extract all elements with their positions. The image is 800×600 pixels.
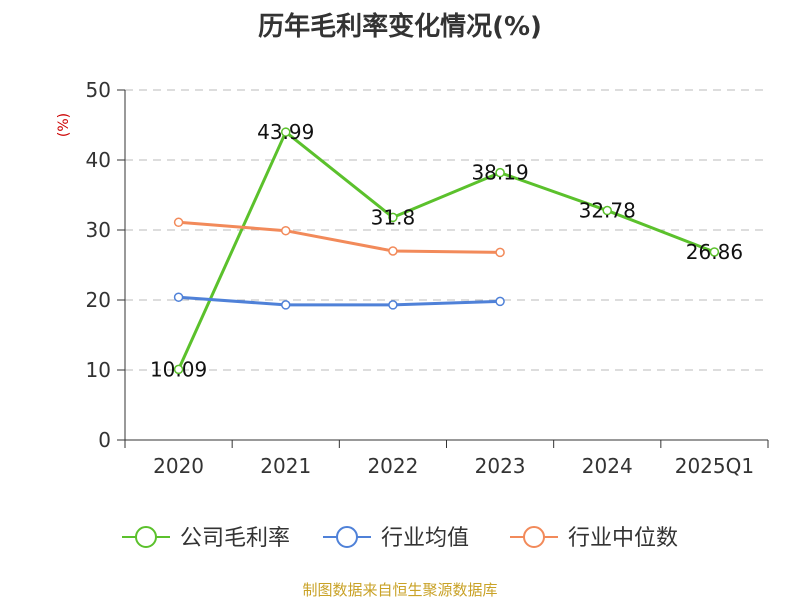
legend: 公司毛利率 行业均值 行业中位数	[122, 526, 678, 551]
source-note: 制图数据来自恒生聚源数据库	[302, 581, 498, 599]
series-lines	[173, 127, 720, 375]
data-point	[281, 225, 291, 236]
legend-marker-icon	[523, 526, 545, 548]
y-tick-label: 0	[98, 428, 111, 452]
data-point	[388, 300, 398, 310]
y-tick-label: 50	[86, 78, 111, 102]
x-tick-label: 2025Q1	[675, 454, 754, 478]
x-tick-label: 2023	[475, 454, 526, 478]
data-point	[602, 205, 612, 216]
legend-marker-icon	[135, 526, 157, 548]
data-point	[173, 217, 184, 228]
x-tick-label: 2022	[367, 454, 418, 478]
series-line-1	[178, 295, 501, 307]
data-point	[388, 212, 398, 223]
data-point	[173, 364, 184, 375]
data-label: 26.86	[686, 240, 743, 264]
series-line-0	[177, 130, 715, 370]
data-point	[388, 246, 398, 256]
legend-marker-icon	[336, 526, 358, 548]
chart-title: 历年毛利率变化情况(%)	[258, 12, 542, 42]
data-point	[281, 300, 291, 310]
data-label: 43.99	[257, 120, 314, 144]
data-label: 38.19	[471, 161, 528, 185]
axes: 0 10 20 30 40 50 (%) 2020 2021 2022 2023 2024 2025Q1	[56, 78, 769, 478]
legend-label: 行业均值	[381, 526, 469, 551]
legend-label: 行业中位数	[568, 526, 678, 551]
data-label: 31.8	[371, 205, 416, 229]
y-axis-label: (%)	[56, 113, 72, 137]
legend-item: 公司毛利率	[122, 526, 290, 551]
data-point	[495, 247, 505, 258]
y-tick-label: 10	[86, 358, 111, 382]
data-point	[495, 296, 505, 307]
legend-item: 行业中位数	[510, 526, 678, 551]
legend-label: 公司毛利率	[180, 526, 290, 551]
data-point	[281, 127, 291, 137]
data-label: 32.78	[579, 199, 636, 223]
y-tick-label: 30	[86, 218, 111, 242]
x-tick-label: 2024	[582, 454, 633, 478]
y-tick-label: 40	[86, 148, 111, 172]
data-point	[495, 167, 505, 178]
data-label: 10.09	[150, 357, 207, 381]
data-labels: 10.09 43.99 31.8 38.19 32.78 26.86	[150, 120, 743, 381]
grid-lines	[125, 89, 768, 371]
series-line-2	[178, 220, 501, 254]
legend-item: 行业均值	[323, 526, 469, 551]
y-tick-label: 20	[86, 288, 111, 312]
data-point	[709, 247, 720, 257]
x-tick-label: 2020	[153, 454, 204, 478]
x-tick-label: 2021	[260, 454, 311, 478]
data-point	[173, 292, 184, 302]
